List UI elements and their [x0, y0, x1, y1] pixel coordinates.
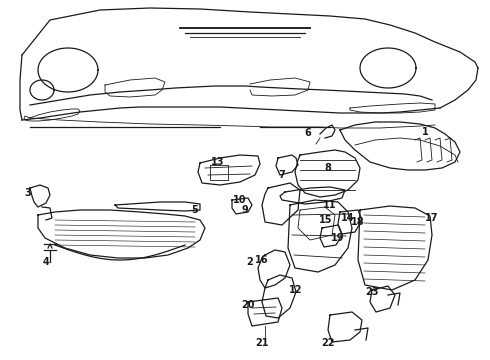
- Text: 19: 19: [331, 233, 345, 243]
- Text: 12: 12: [289, 285, 303, 295]
- Text: 18: 18: [351, 217, 365, 227]
- Text: 6: 6: [305, 128, 311, 138]
- Text: 3: 3: [24, 188, 31, 198]
- Text: 5: 5: [192, 205, 198, 215]
- Text: 23: 23: [365, 287, 379, 297]
- Text: 10: 10: [233, 195, 247, 205]
- Text: 20: 20: [241, 300, 255, 310]
- Text: 4: 4: [43, 257, 49, 267]
- Text: 9: 9: [242, 205, 248, 215]
- Text: 17: 17: [425, 213, 439, 223]
- Text: 2: 2: [246, 257, 253, 267]
- Text: 13: 13: [211, 157, 225, 167]
- Text: 22: 22: [321, 338, 335, 348]
- Text: 15: 15: [319, 215, 333, 225]
- Text: 14: 14: [341, 213, 355, 223]
- Text: 8: 8: [324, 163, 331, 173]
- Text: 7: 7: [279, 170, 285, 180]
- Text: 21: 21: [255, 338, 269, 348]
- Text: 16: 16: [255, 255, 269, 265]
- Text: 11: 11: [323, 200, 337, 210]
- Text: 1: 1: [421, 127, 428, 137]
